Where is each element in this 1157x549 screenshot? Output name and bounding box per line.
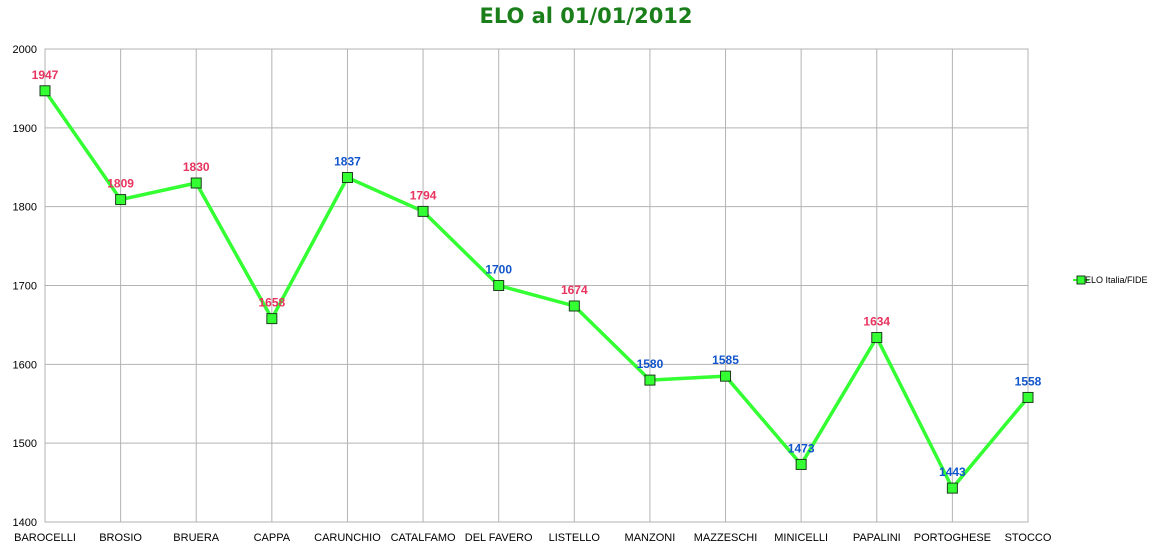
data-point	[946, 482, 958, 494]
data-point	[341, 171, 353, 183]
series-ELO	[39, 85, 1034, 494]
legend-marker	[1076, 275, 1086, 285]
legend: ELO Italia/FIDE	[1073, 275, 1148, 285]
data-labels: 1947 1809 1830 1658 1837 1794 1700 1674 1580 1585…	[32, 68, 1042, 479]
data-point	[417, 205, 429, 217]
data-label: 1558	[1015, 374, 1042, 388]
data-point	[115, 194, 127, 206]
x-tick-label: STOCCO	[1005, 532, 1052, 544]
x-tick-label: BROSIO	[99, 532, 142, 544]
data-label: 1443	[939, 465, 966, 479]
data-point	[190, 177, 202, 189]
x-tick-label: MANZONI	[625, 532, 676, 544]
data-point	[568, 300, 580, 312]
data-label: 1947	[32, 68, 59, 82]
y-tick-label: 1900	[13, 123, 37, 135]
data-label: 1674	[561, 283, 588, 297]
legend-label: ELO Italia/FIDE	[1085, 275, 1148, 285]
data-point	[1022, 391, 1034, 403]
y-tick-label: 1400	[13, 517, 37, 529]
data-point	[266, 313, 278, 325]
data-point	[871, 332, 883, 344]
x-tick-label: PAPALINI	[853, 532, 901, 544]
x-tick-label: MINICELLI	[774, 532, 828, 544]
x-tick-label: MAZZESCHI	[694, 532, 758, 544]
y-tick-label: 1600	[13, 359, 37, 371]
data-point	[39, 85, 51, 97]
data-label: 1658	[258, 296, 285, 310]
x-tick-label: LISTELLO	[549, 532, 601, 544]
chart-title: ELO al 01/01/2012	[479, 4, 693, 28]
x-tick-label: DEL FAVERO	[465, 532, 533, 544]
data-label: 1585	[712, 353, 739, 367]
data-label: 1473	[788, 441, 815, 455]
plot-area	[44, 48, 1029, 523]
data-point	[493, 280, 505, 291]
data-label: 1700	[485, 263, 512, 277]
data-point	[795, 458, 807, 470]
x-tick-label: BRUERA	[173, 532, 220, 544]
data-label: 1837	[334, 154, 361, 168]
data-point	[644, 374, 656, 386]
x-tick-label: CARUNCHIO	[314, 532, 381, 544]
y-tick-label: 1700	[13, 281, 37, 293]
x-tick-label: PORTOGHESE	[914, 532, 991, 544]
data-label: 1580	[637, 357, 664, 371]
x-axis-ticks: BAROCELLI BROSIO BRUERA CAPPA CARUNCHIO CATAL…	[14, 532, 1052, 544]
data-label: 1794	[410, 188, 437, 202]
x-tick-label: CAPPA	[254, 532, 291, 544]
x-tick-label: CATALFAMO	[391, 532, 456, 544]
y-tick-label: 1500	[13, 438, 37, 450]
data-label: 1634	[863, 315, 890, 329]
grid-lines	[44, 48, 1029, 523]
data-label: 1830	[183, 160, 210, 174]
data-point	[720, 370, 732, 382]
series-line	[43, 89, 1030, 490]
y-axis-ticks: 1400 1500 1600 1700 1800 1900 2000	[13, 44, 37, 529]
y-tick-label: 1800	[13, 202, 37, 214]
y-tick-label: 2000	[13, 44, 37, 56]
x-tick-label: BAROCELLI	[14, 532, 76, 544]
data-label: 1809	[107, 177, 134, 191]
